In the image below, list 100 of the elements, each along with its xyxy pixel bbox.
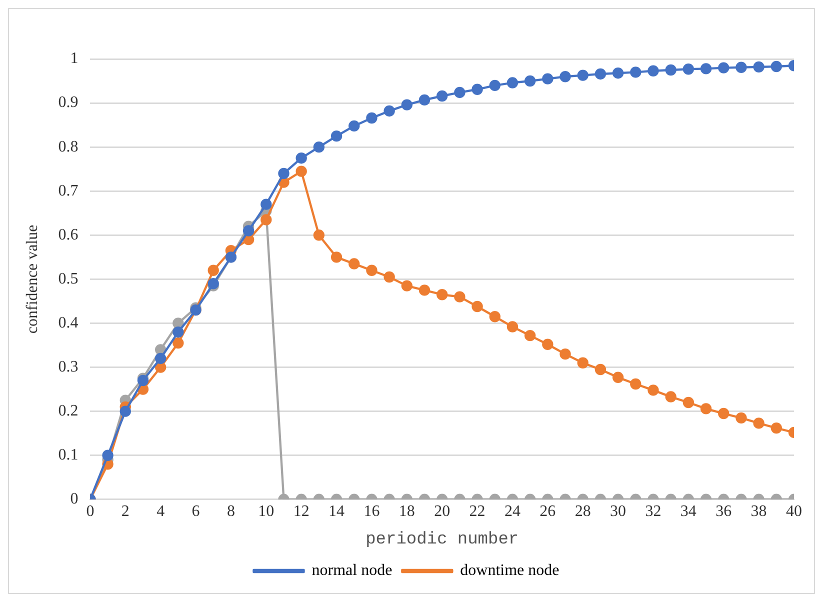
y-tick-label: 0.6 bbox=[58, 226, 78, 244]
x-tick-label: 26 bbox=[540, 503, 556, 520]
point bbox=[242, 225, 254, 236]
point bbox=[330, 252, 342, 263]
x-tick-label: 4 bbox=[156, 503, 165, 520]
point bbox=[577, 70, 588, 81]
y-tick-label: 0.2 bbox=[58, 402, 78, 420]
x-tick-label: 12 bbox=[293, 503, 310, 520]
y-tick-label: 0.1 bbox=[58, 446, 78, 464]
point bbox=[753, 61, 764, 73]
legend-label: normal node bbox=[312, 562, 392, 580]
point bbox=[682, 396, 694, 408]
point bbox=[753, 418, 764, 429]
x-tick-label: 20 bbox=[434, 503, 450, 520]
point bbox=[260, 214, 272, 226]
y-tick-label: 0.8 bbox=[58, 138, 78, 156]
point bbox=[648, 65, 659, 76]
point bbox=[454, 86, 466, 98]
point bbox=[718, 62, 730, 74]
point bbox=[401, 99, 413, 110]
point bbox=[330, 130, 342, 142]
point bbox=[594, 364, 606, 376]
point bbox=[472, 84, 483, 95]
y-axis-title: confidence value bbox=[24, 224, 41, 334]
point bbox=[560, 71, 571, 82]
point bbox=[700, 403, 712, 414]
point bbox=[260, 198, 272, 210]
point bbox=[172, 337, 184, 349]
x-tick-label: 28 bbox=[574, 503, 591, 520]
point bbox=[401, 280, 413, 292]
point bbox=[560, 348, 571, 360]
point bbox=[120, 406, 131, 417]
point bbox=[736, 412, 747, 424]
point bbox=[313, 230, 325, 241]
point bbox=[506, 321, 518, 332]
point bbox=[612, 372, 624, 384]
point bbox=[524, 75, 536, 87]
y-tick-label: 0.9 bbox=[58, 94, 78, 112]
point bbox=[436, 90, 448, 102]
point bbox=[665, 391, 676, 402]
point bbox=[612, 67, 624, 79]
x-tick-label: 34 bbox=[680, 503, 696, 520]
y-tick-label: 0.7 bbox=[58, 182, 78, 200]
x-tick-label: 30 bbox=[610, 503, 626, 520]
x-tick-label: 14 bbox=[328, 503, 345, 520]
point bbox=[172, 326, 184, 338]
point bbox=[506, 77, 518, 88]
point bbox=[137, 374, 149, 386]
point bbox=[524, 330, 536, 342]
point bbox=[665, 64, 676, 76]
point bbox=[542, 338, 554, 350]
point bbox=[208, 264, 219, 276]
x-tick-label: 24 bbox=[504, 503, 520, 520]
point bbox=[718, 408, 730, 420]
x-axis-title: periodic number bbox=[366, 530, 519, 550]
point bbox=[384, 105, 395, 117]
legend-label: downtime node bbox=[460, 562, 560, 580]
point bbox=[384, 271, 395, 283]
x-tick-label: 10 bbox=[258, 503, 274, 520]
point bbox=[418, 94, 430, 106]
y-tick-label: 0.3 bbox=[58, 358, 78, 376]
point bbox=[366, 264, 378, 276]
point bbox=[648, 384, 659, 396]
x-tick-label: 32 bbox=[645, 503, 662, 520]
point bbox=[700, 63, 712, 74]
point bbox=[770, 422, 782, 434]
point bbox=[577, 357, 588, 368]
x-tick-label: 8 bbox=[226, 503, 235, 520]
point bbox=[472, 300, 483, 312]
y-tick-label: 0.5 bbox=[58, 270, 78, 288]
point bbox=[296, 152, 307, 164]
x-tick-label: 16 bbox=[364, 503, 380, 520]
y-tick-label: 1 bbox=[70, 50, 78, 68]
x-tick-label: 38 bbox=[750, 503, 767, 520]
point bbox=[770, 60, 782, 72]
point bbox=[436, 289, 448, 300]
point bbox=[489, 80, 500, 92]
x-tick-label: 0 bbox=[86, 503, 94, 520]
point bbox=[682, 64, 694, 75]
point bbox=[348, 120, 360, 132]
point bbox=[454, 291, 466, 302]
y-tick-label: 0 bbox=[70, 490, 78, 508]
point bbox=[366, 112, 378, 124]
point bbox=[489, 311, 500, 322]
x-tick-label: 18 bbox=[398, 503, 415, 520]
x-tick-label: 40 bbox=[786, 503, 802, 520]
point bbox=[542, 73, 554, 84]
point bbox=[313, 141, 325, 153]
x-tick-label: 36 bbox=[716, 503, 732, 520]
point bbox=[278, 168, 290, 180]
x-tick-label: 22 bbox=[469, 503, 486, 520]
x-tick-label: 6 bbox=[192, 503, 200, 520]
x-tick-label: 2 bbox=[121, 503, 130, 520]
point bbox=[296, 166, 307, 177]
point bbox=[630, 66, 642, 78]
point bbox=[348, 258, 360, 270]
point bbox=[154, 352, 166, 364]
point bbox=[102, 450, 114, 461]
y-tick-label: 0.4 bbox=[58, 314, 78, 332]
point bbox=[418, 284, 430, 296]
